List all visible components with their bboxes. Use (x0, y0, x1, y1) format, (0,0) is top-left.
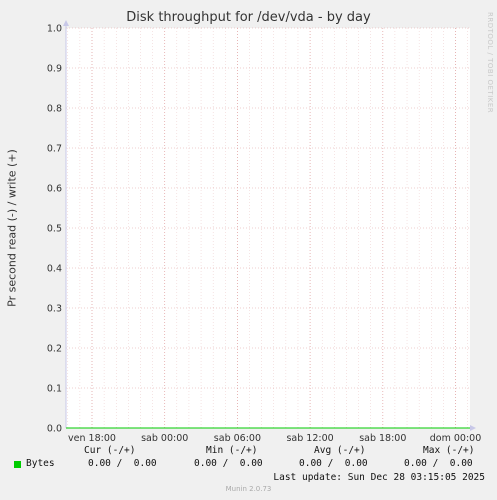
legend-header-max: Max (-/+) (423, 445, 475, 456)
x-tick-label: sab 00:00 (141, 433, 188, 444)
legend-cur-value: 0.00 / 0.00 (88, 458, 157, 469)
y-axis-label: Pr second read (-) / write (+) (5, 149, 19, 307)
y-tick-label: 0.2 (47, 344, 62, 355)
legend: Cur (-/+) Min (-/+) Avg (-/+) Max (-/+) … (12, 445, 492, 471)
legend-header-avg: Avg (-/+) (314, 445, 366, 456)
legend-avg-value: 0.00 / 0.00 (299, 458, 368, 469)
legend-max-value: 0.00 / 0.00 (404, 458, 473, 469)
y-axis-arrow (63, 20, 69, 26)
munin-version: Munin 2.0.73 (225, 485, 272, 493)
x-axis-arrow (470, 425, 476, 431)
legend-header: Cur (-/+) Min (-/+) Avg (-/+) Max (-/+) (12, 445, 492, 458)
y-tick-label: 0.1 (47, 384, 62, 395)
last-update: Last update: Sun Dec 28 03:15:05 2025 (273, 472, 485, 483)
chart-title: Disk throughput for /dev/vda - by day (126, 10, 371, 25)
x-tick-label: sab 18:00 (359, 433, 406, 444)
y-tick-labels: 0.0 0.1 0.2 0.3 0.4 0.5 0.6 0.7 0.8 0.9 1.0 (47, 24, 62, 435)
legend-header-cur: Cur (-/+) (84, 445, 136, 456)
legend-header-min: Min (-/+) (206, 445, 258, 456)
legend-series-name: Bytes (26, 458, 55, 469)
x-tick-labels: ven 18:00 sab 00:00 sab 06:00 sab 12:00 sab … (68, 433, 481, 444)
y-tick-label: 0.7 (47, 144, 62, 155)
y-tick-label: 0.8 (47, 104, 62, 115)
y-tick-label: 0.6 (47, 184, 62, 195)
legend-row-bytes: Bytes 0.00 / 0.00 0.00 / 0.00 0.00 / 0.0… (12, 458, 492, 471)
x-tick-label: sab 06:00 (214, 433, 261, 444)
x-tick-label: ven 18:00 (68, 433, 116, 444)
y-tick-label: 1.0 (47, 24, 62, 35)
y-tick-label: 0.4 (47, 264, 62, 275)
legend-min-value: 0.00 / 0.00 (194, 458, 263, 469)
y-tick-label: 0.3 (47, 304, 62, 315)
major-grid (66, 27, 470, 428)
legend-swatch-bytes (14, 461, 21, 468)
x-tick-label: sab 12:00 (286, 433, 333, 444)
y-tick-label: 0.9 (47, 64, 62, 75)
rrdtool-watermark: RRDTOOL / TOBI OETIKER (486, 12, 494, 114)
y-tick-label: 0.0 (47, 424, 62, 435)
x-tick-label: dom 00:00 (430, 433, 482, 444)
y-tick-label: 0.5 (47, 224, 62, 235)
